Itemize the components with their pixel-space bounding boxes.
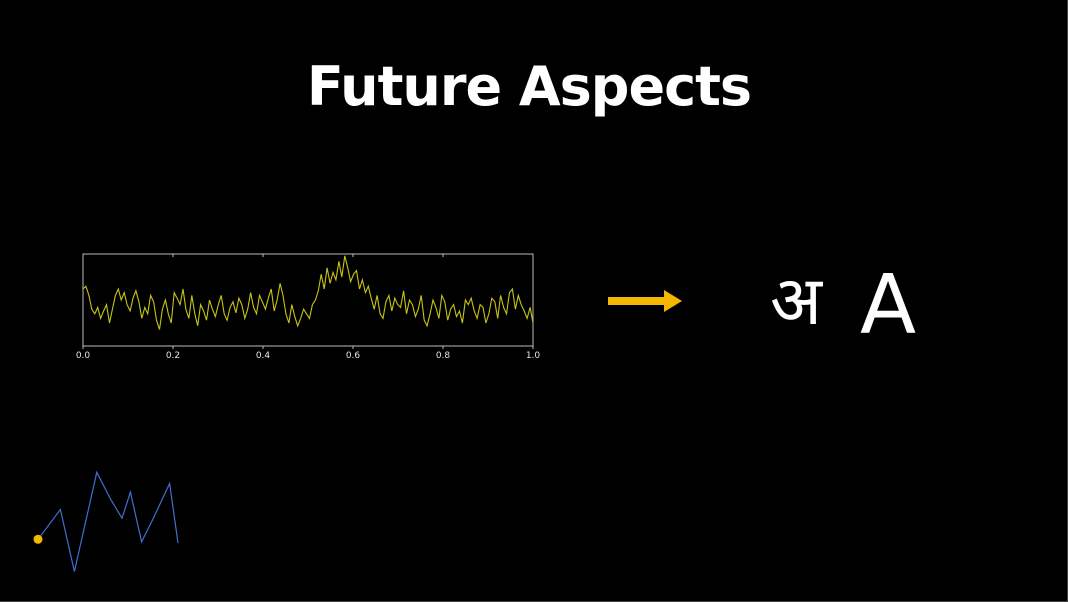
slide-title: Future Aspects bbox=[306, 55, 752, 118]
x-tick-label: 0.0 bbox=[76, 351, 91, 361]
pen-stroke bbox=[33, 470, 179, 572]
chart-frame bbox=[82, 253, 534, 347]
output-latin-char: A bbox=[860, 258, 916, 353]
pen-stroke-path bbox=[37, 470, 179, 572]
pen-start-dot bbox=[33, 534, 43, 544]
x-tick-labels: 0.0 0.2 0.4 0.6 0.8 1.0 bbox=[76, 351, 541, 361]
signal-chart: 0.0 0.2 0.4 0.6 0.8 1.0 bbox=[76, 253, 541, 361]
output-devanagari-char: अ bbox=[770, 262, 823, 341]
signal-series-line bbox=[82, 255, 534, 330]
x-tick-label: 0.4 bbox=[256, 351, 271, 361]
x-tick-label: 0.6 bbox=[346, 351, 361, 361]
x-tick-label: 0.2 bbox=[166, 351, 180, 361]
right-arrow-icon bbox=[608, 290, 682, 312]
x-tick-label: 1.0 bbox=[526, 351, 541, 361]
x-tick-label: 0.8 bbox=[436, 351, 451, 361]
x-tick-marks bbox=[82, 254, 534, 349]
